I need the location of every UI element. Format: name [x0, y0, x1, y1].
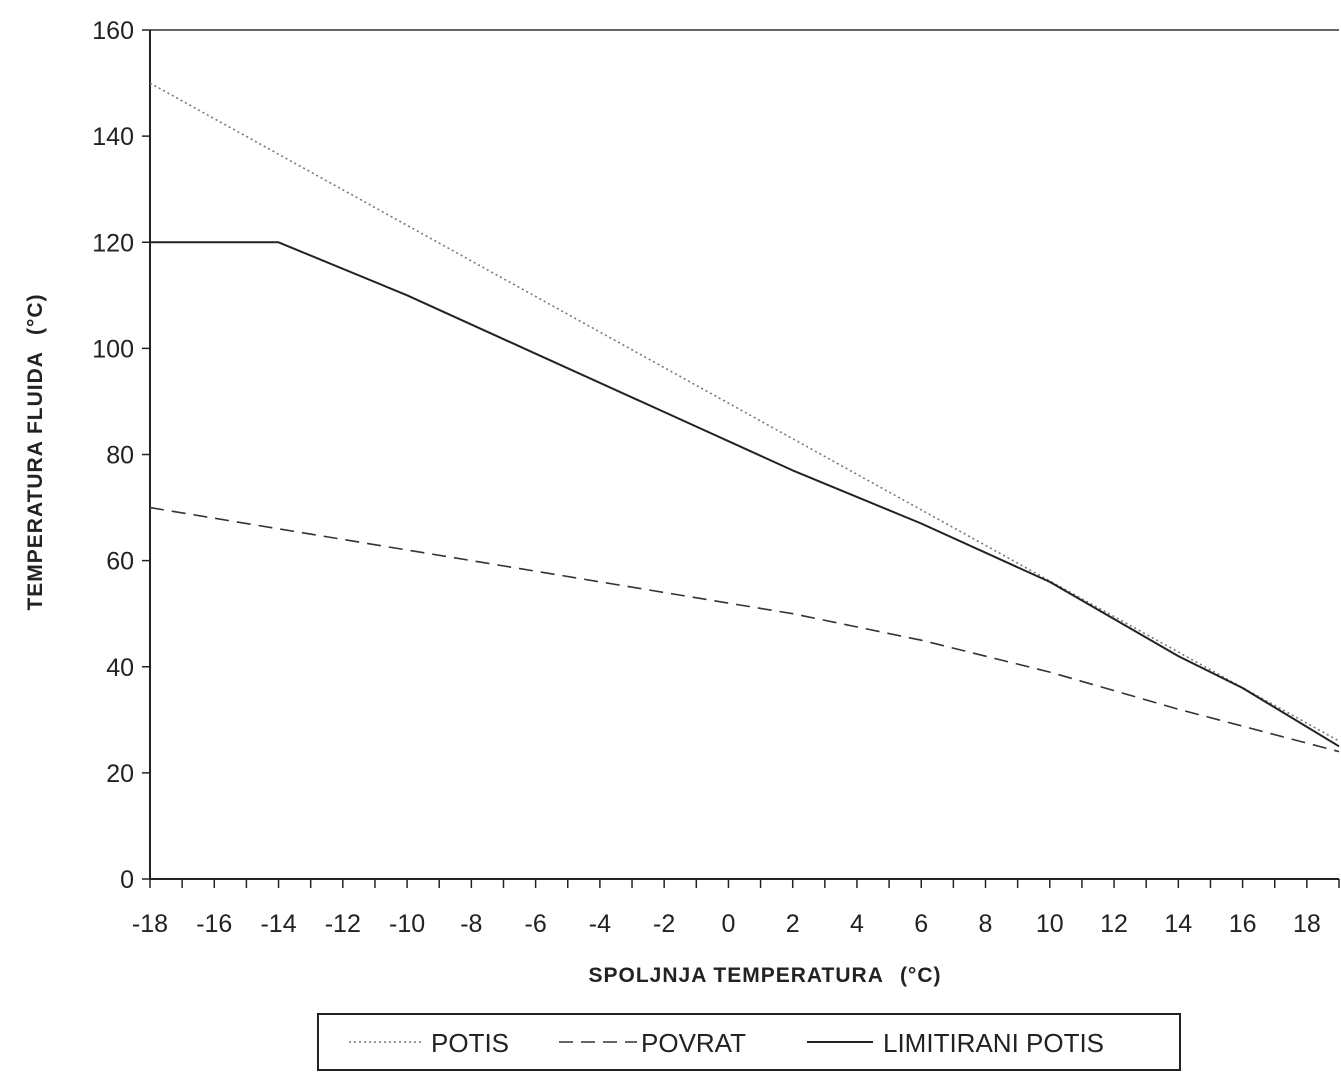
x-tick-label: 0	[721, 910, 735, 938]
x-tick-label: 12	[1100, 910, 1128, 938]
x-tick-label: 8	[979, 910, 993, 938]
x-axis-ticks: -18 -16 -14 -12 -10 -8 -6 -4 -2 0 2 4 6 8 10 12 14 16 18	[132, 879, 1340, 938]
legend-label-limitirani-potis: LIMITIRANI POTIS	[883, 1028, 1104, 1058]
y-axis-title-unit: (°C)	[24, 293, 47, 335]
y-tick-label: 120	[92, 229, 134, 257]
legend: POTIS POVRAT LIMITIRANI POTIS	[317, 1013, 1181, 1071]
y-axis-title-main: TEMPERATURA FLUIDA	[24, 352, 47, 611]
x-tick-label: -18	[132, 910, 168, 938]
y-tick-label: 60	[106, 548, 134, 576]
y-tick-label: 80	[106, 442, 134, 470]
y-tick-label: 0	[120, 866, 134, 894]
x-tick-label: -10	[389, 910, 425, 938]
x-tick-label: -16	[196, 910, 232, 938]
legend-label-povrat: POVRAT	[641, 1028, 746, 1058]
x-tick-label: -4	[589, 910, 611, 938]
series-layer	[149, 82, 1340, 753]
y-axis-ticks: 0 20 40 60 80 100 120 140 160	[92, 17, 150, 894]
x-tick-label: 18	[1293, 910, 1321, 938]
y-tick-label: 100	[92, 335, 134, 363]
x-tick-label: 16	[1229, 910, 1257, 938]
y-tick-label: 40	[106, 654, 134, 682]
x-tick-label: -8	[460, 910, 482, 938]
x-axis-title-unit: (°C)	[900, 964, 942, 987]
plot-frame	[149, 29, 1339, 880]
x-tick-label: 14	[1164, 910, 1192, 938]
series-line-potis	[149, 82, 1340, 742]
y-tick-label: 20	[106, 760, 134, 788]
x-tick-label: 6	[914, 910, 928, 938]
x-tick-label: -12	[325, 910, 361, 938]
x-tick-label: 2	[786, 910, 800, 938]
y-tick-label: 160	[92, 17, 134, 45]
series-line-povrat	[149, 506, 1340, 753]
x-axis-title-main: SPOLJNJA TEMPERATURA	[589, 964, 884, 987]
x-tick-label: 4	[850, 910, 864, 938]
x-tick-label: -2	[653, 910, 675, 938]
x-axis-title: SPOLJNJA TEMPERATURA (°C)	[589, 964, 942, 987]
y-tick-label: 140	[92, 123, 134, 151]
y-axis-title: TEMPERATURA FLUIDA (°C)	[24, 293, 47, 610]
series-line-limitirani-potis	[150, 241, 1340, 748]
x-tick-label: -14	[260, 910, 296, 938]
x-tick-label: 10	[1036, 910, 1064, 938]
legend-label-potis: POTIS	[431, 1028, 509, 1058]
x-tick-label: -6	[525, 910, 547, 938]
legend-svg: POTIS POVRAT LIMITIRANI POTIS	[349, 1028, 1104, 1058]
